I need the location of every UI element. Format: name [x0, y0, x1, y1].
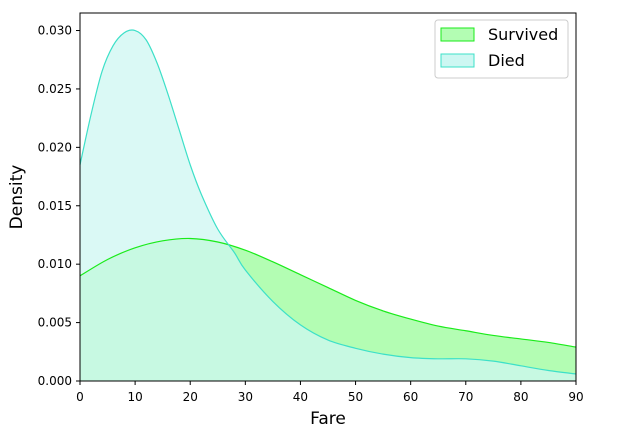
x-tick-label: 20 [183, 390, 198, 404]
x-axis-label: Fare [310, 409, 346, 429]
x-tick-label: 30 [238, 390, 253, 404]
x-tick-label: 60 [403, 390, 418, 404]
x-tick-label: 10 [127, 390, 142, 404]
y-axis-label: Density [7, 165, 27, 230]
y-tick-label: 0.005 [38, 316, 72, 330]
x-tick-label: 90 [568, 390, 583, 404]
legend: Survived Died [434, 19, 569, 79]
y-axis-ticks: 0.000 0.005 0.010 0.015 0.020 0.025 0.030 [38, 24, 80, 388]
legend-swatch-survived [440, 27, 475, 42]
x-tick-label: 40 [293, 390, 308, 404]
x-tick-label: 80 [513, 390, 528, 404]
legend-label-died: Died [488, 51, 525, 70]
area-died [80, 30, 576, 382]
y-tick-label: 0.000 [38, 374, 72, 388]
y-tick-label: 0.020 [38, 140, 72, 154]
x-tick-label: 70 [458, 390, 473, 404]
x-tick-label: 50 [348, 390, 363, 404]
line-died [79, 29, 577, 375]
y-tick-label: 0.010 [38, 257, 72, 271]
axes-frame [79, 12, 577, 382]
legend-label-survived: Survived [488, 25, 558, 44]
x-axis-ticks: 0 10 20 30 40 50 60 70 80 90 [76, 381, 584, 404]
y-tick-label: 0.030 [38, 24, 72, 38]
legend-swatch-died [440, 53, 475, 68]
y-tick-label: 0.015 [38, 199, 72, 213]
line-survived [79, 237, 577, 348]
x-tick-label: 0 [76, 390, 84, 404]
plot-area [79, 29, 577, 382]
y-tick-label: 0.025 [38, 82, 72, 96]
